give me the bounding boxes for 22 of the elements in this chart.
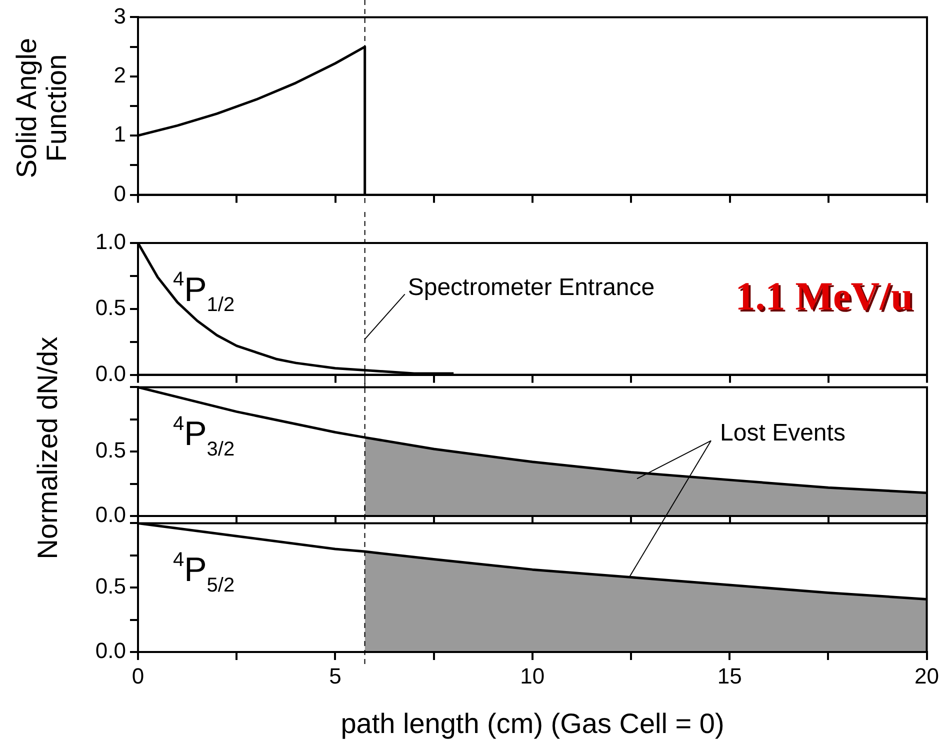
annotation: 1.1 MeV/u [737,275,915,320]
y-tick-label: 0.0 [95,360,126,386]
x-tick-label: 15 [717,663,742,688]
x-tick-label: 0 [132,663,144,688]
y-tick-label: 0.0 [95,638,126,664]
y-axis-title: Solid Angle Function [11,36,72,180]
y-tick-label: 2 [114,62,126,88]
y-tick-label: 0.5 [95,438,126,463]
y-tick-label: 1.0 [95,229,126,254]
x-tick-label: 10 [520,663,545,688]
annotation: Spectrometer Entrance [408,274,655,301]
y-tick-label: 0 [114,180,126,206]
x-tick-label: 5 [329,663,342,688]
y-tick-label: 0.0 [95,502,126,528]
y-tick-label: 3 [114,3,126,28]
x-axis-title: path length (cm) (Gas Cell = 0) [340,708,726,740]
y-tick-label: 0.5 [95,574,126,599]
x-tick-label: 20 [914,663,940,688]
y-tick-label: 0.5 [95,294,126,320]
y-tick-label: 1 [114,122,126,147]
annotation: Lost Events [720,419,846,446]
y-axis-title: Normalized dN/dx [32,336,63,562]
